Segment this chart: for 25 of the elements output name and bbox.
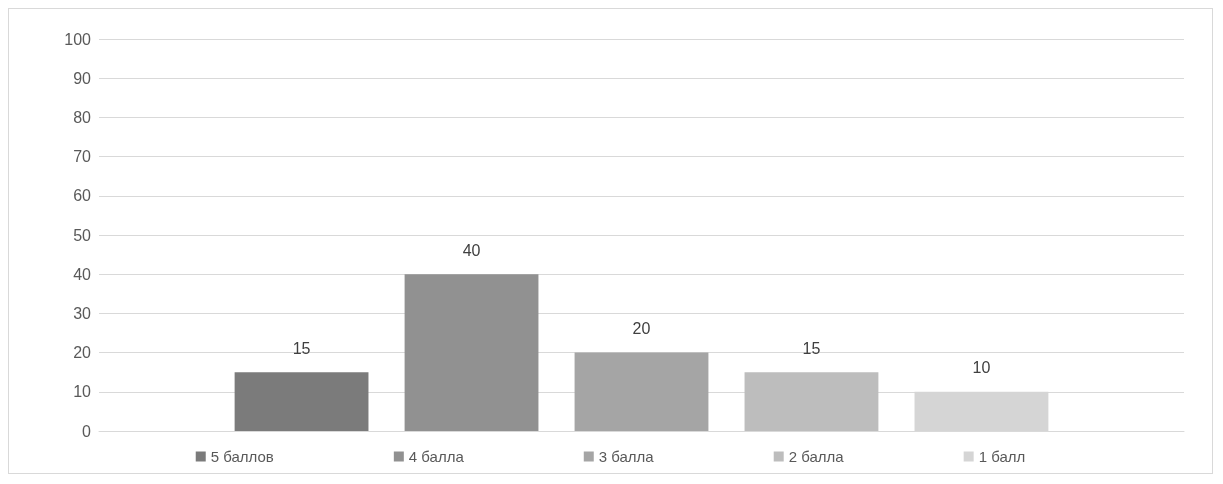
bar xyxy=(744,372,879,431)
y-tick-label: 10 xyxy=(73,383,92,401)
data-label: 15 xyxy=(292,339,311,357)
y-tick-label: 80 xyxy=(73,108,92,126)
data-label: 40 xyxy=(462,241,481,259)
data-label: 10 xyxy=(972,359,991,377)
y-tick-label: 40 xyxy=(73,265,92,283)
y-tick-label: 70 xyxy=(73,148,92,166)
bar xyxy=(404,274,539,431)
data-label: 15 xyxy=(802,339,821,357)
y-tick-label: 100 xyxy=(64,30,92,48)
y-tick-label: 60 xyxy=(73,187,92,205)
legend-label: 1 балл xyxy=(978,448,1026,465)
y-tick-label: 30 xyxy=(73,304,92,322)
y-tick-label: 0 xyxy=(82,422,92,440)
bar xyxy=(574,352,709,431)
legend-label: 2 балла xyxy=(788,448,845,465)
y-tick-label: 20 xyxy=(73,344,92,362)
legend-label: 3 балла xyxy=(598,448,655,465)
y-tick-label: 90 xyxy=(73,69,92,87)
y-tick-label: 50 xyxy=(73,226,92,244)
bar xyxy=(234,372,369,431)
data-label: 20 xyxy=(632,320,651,338)
legend-label: 4 балла xyxy=(408,448,465,465)
legend-label: 5 баллов xyxy=(210,448,274,465)
